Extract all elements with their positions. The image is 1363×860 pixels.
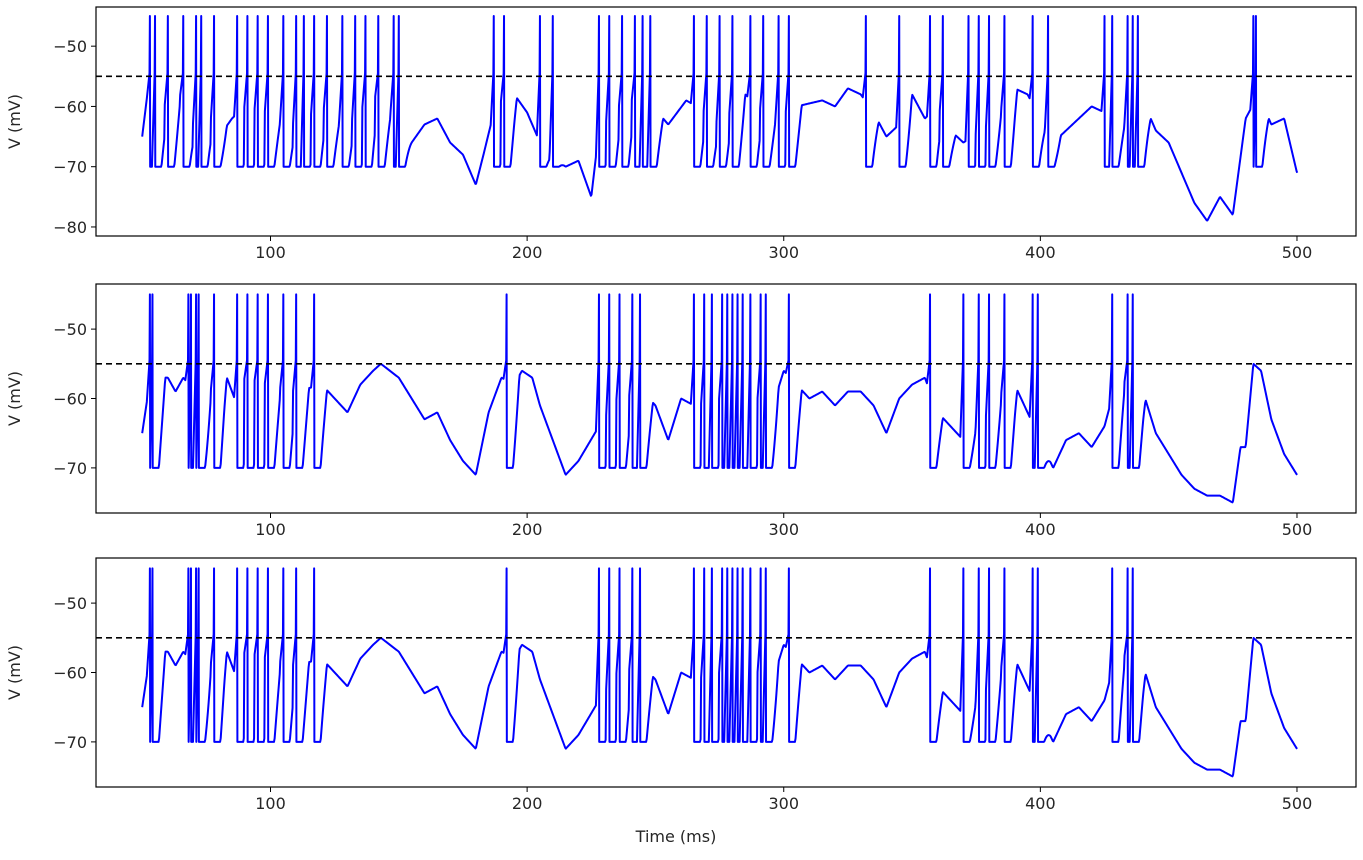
x-axis-label: Time (ms) bbox=[635, 827, 717, 846]
voltage-trace bbox=[141, 15, 1299, 222]
y-tick-label: −70 bbox=[53, 733, 87, 752]
y-tick-label: −80 bbox=[53, 218, 87, 237]
y-tick-label: −60 bbox=[53, 664, 87, 683]
y-tick-label: −70 bbox=[53, 158, 87, 177]
y-tick-label: −50 bbox=[53, 37, 87, 56]
panels: 100 200 300 400 500 −80 −70 −60 −50 V (mV) 100 200 3… bbox=[5, 6, 1357, 846]
x-tick-label: 300 bbox=[768, 243, 799, 262]
voltage-trace bbox=[141, 567, 1298, 778]
x-tick-label: 300 bbox=[768, 520, 799, 539]
y-tick-label: −60 bbox=[53, 390, 87, 409]
x-tick-label: 500 bbox=[1282, 794, 1313, 813]
x-tick-label: 100 bbox=[255, 794, 286, 813]
panel-bottom: 100 200 300 400 500 −70 −60 −50 V (mV) Time (ms) bbox=[5, 557, 1357, 846]
y-axis-label: V (mV) bbox=[5, 645, 24, 700]
panel-middle: 100 200 300 400 500 −70 −60 −50 V (mV) bbox=[5, 283, 1357, 539]
y-axis-label: V (mV) bbox=[5, 371, 24, 426]
x-tick-label: 500 bbox=[1282, 520, 1313, 539]
x-tick-label: 100 bbox=[255, 520, 286, 539]
x-tick-label: 200 bbox=[512, 520, 543, 539]
y-tick-label: −70 bbox=[53, 459, 87, 478]
y-tick-label: −50 bbox=[53, 594, 87, 613]
voltage-trace bbox=[141, 293, 1298, 504]
x-tick-label: 200 bbox=[512, 794, 543, 813]
y-tick-label: −50 bbox=[53, 320, 87, 339]
axes-frame bbox=[95, 6, 1357, 237]
y-axis-label: V (mV) bbox=[5, 94, 24, 149]
y-tick-label: −60 bbox=[53, 97, 87, 116]
x-tick-label: 500 bbox=[1282, 243, 1313, 262]
x-tick-label: 400 bbox=[1025, 794, 1056, 813]
panel-top: 100 200 300 400 500 −80 −70 −60 −50 V (mV) bbox=[5, 6, 1357, 262]
x-tick-label: 200 bbox=[512, 243, 543, 262]
x-tick-label: 400 bbox=[1025, 243, 1056, 262]
x-tick-label: 300 bbox=[768, 794, 799, 813]
x-tick-label: 400 bbox=[1025, 520, 1056, 539]
x-tick-label: 100 bbox=[255, 243, 286, 262]
